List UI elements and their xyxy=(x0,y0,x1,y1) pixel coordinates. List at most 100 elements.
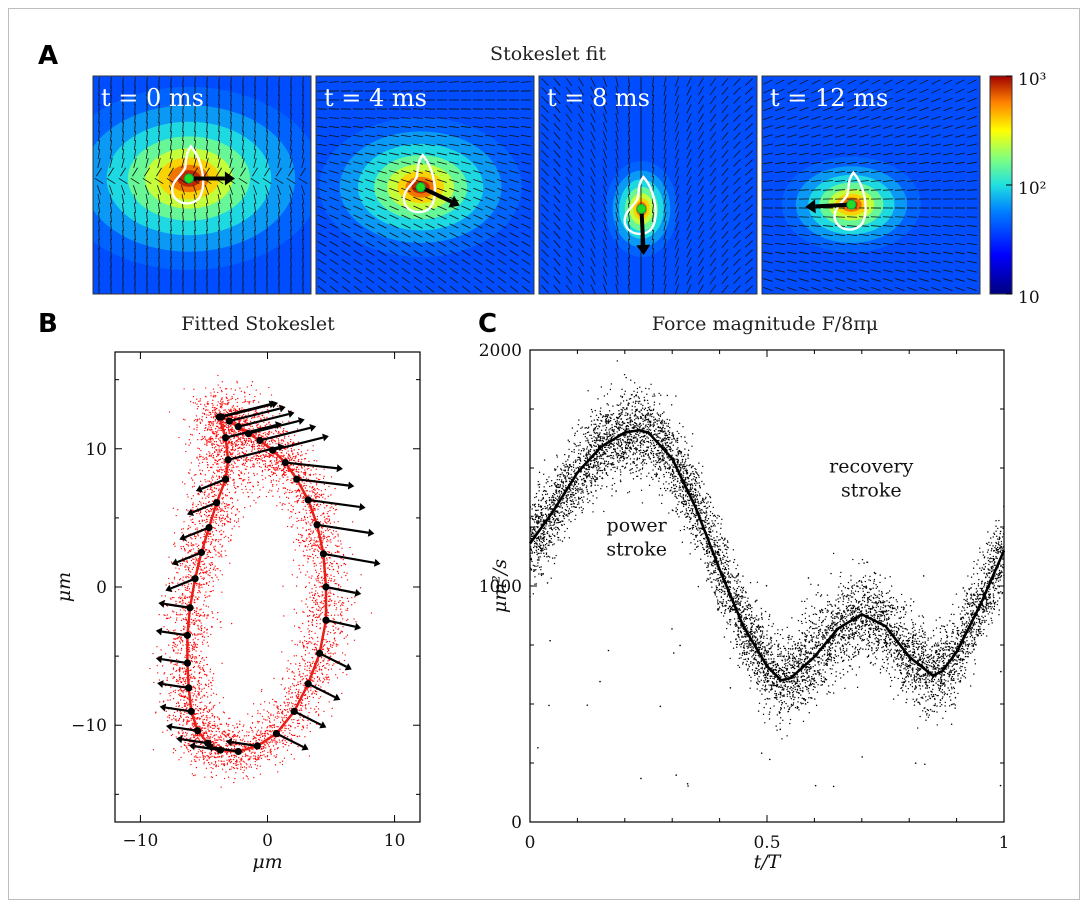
scatter-point xyxy=(210,508,213,511)
scatter-point xyxy=(209,486,212,488)
scatter-point xyxy=(239,414,241,417)
scatter-point xyxy=(240,766,242,768)
scatter-point xyxy=(325,626,328,628)
scatter-point xyxy=(306,606,309,608)
scatter-point xyxy=(263,456,266,458)
scatter-point xyxy=(208,480,211,482)
scatter-point xyxy=(198,544,200,546)
scatter-point xyxy=(257,710,259,712)
scatter-point xyxy=(191,653,193,656)
scatter-point xyxy=(208,757,210,760)
scatter-point xyxy=(238,459,240,462)
scatter-point xyxy=(214,409,217,411)
scatter-point xyxy=(327,648,329,650)
scatter-point xyxy=(186,603,188,605)
scatter-point xyxy=(297,474,300,476)
scatter-point xyxy=(291,705,294,707)
scatter-point xyxy=(184,548,186,551)
scatter-point xyxy=(225,393,228,395)
scatter-point xyxy=(219,402,221,405)
scatter-point xyxy=(199,454,201,456)
scatter-point xyxy=(237,466,239,468)
scatter-point xyxy=(251,715,253,718)
scatter-point xyxy=(198,465,200,467)
scatter-point xyxy=(260,703,262,705)
scatter-point xyxy=(210,556,212,559)
scatter-point xyxy=(257,423,259,425)
scatter-point xyxy=(212,727,214,730)
scatter-point xyxy=(283,615,285,617)
scatter-point xyxy=(273,724,275,726)
scatter-point xyxy=(203,571,205,574)
scatter-point xyxy=(279,761,281,764)
scatter-point xyxy=(235,756,237,758)
scatter-point xyxy=(345,636,347,638)
scatter-point xyxy=(213,443,215,446)
scatter-point xyxy=(206,495,208,497)
scatter-point xyxy=(243,426,245,428)
scatter-point xyxy=(304,675,306,677)
scatter-point xyxy=(296,644,299,646)
scatter-point xyxy=(206,553,208,556)
heatmap-border xyxy=(761,75,981,295)
scatter-point xyxy=(340,630,342,632)
scatter-point xyxy=(343,659,346,662)
scatter-point xyxy=(266,455,268,457)
scatter-point xyxy=(206,759,209,761)
scatter-point xyxy=(175,736,177,738)
scatter-point xyxy=(342,618,344,620)
scatter-point xyxy=(205,515,207,517)
scatter-point xyxy=(227,399,229,402)
scatter-point xyxy=(261,746,263,748)
scatter-point xyxy=(322,502,325,505)
scatter-point xyxy=(285,725,287,727)
scatter-point xyxy=(317,714,320,717)
scatter-point xyxy=(189,630,191,633)
scatter-point xyxy=(313,542,315,544)
scatter-point xyxy=(177,614,179,616)
scatter-point xyxy=(223,469,225,471)
scatter-point xyxy=(179,715,182,717)
scatter-point xyxy=(187,545,190,547)
scatter-point xyxy=(302,611,304,613)
scatter-point xyxy=(240,760,242,762)
scatter-point xyxy=(216,469,218,471)
scatter-point xyxy=(187,751,190,753)
scatter-point xyxy=(301,679,303,681)
scatter-point xyxy=(201,729,203,732)
scatter-point xyxy=(323,605,325,607)
force-arrowhead xyxy=(805,199,816,214)
scatter-point xyxy=(326,522,328,524)
scatter-point xyxy=(193,623,196,626)
scatter-point xyxy=(318,677,321,679)
scatter-point xyxy=(221,574,223,576)
scatter-point xyxy=(250,766,252,768)
scatter-point xyxy=(198,585,200,587)
scatter-point xyxy=(225,503,228,505)
scatter-point xyxy=(243,735,246,737)
scatter-point xyxy=(196,429,198,431)
scatter-point xyxy=(260,730,262,732)
scatter-point xyxy=(259,773,262,775)
scatter-point xyxy=(228,442,231,444)
scatter-point xyxy=(341,603,343,605)
scatter-point xyxy=(246,417,248,420)
scatter-point xyxy=(173,663,175,666)
scatter-point xyxy=(272,456,274,458)
scatter-point xyxy=(185,543,188,546)
scatter-point xyxy=(213,487,216,489)
scatter-point xyxy=(225,388,228,390)
scatter-point xyxy=(327,520,329,523)
scatter-point xyxy=(307,661,309,663)
scatter-point xyxy=(334,640,336,642)
scatter-point xyxy=(203,718,206,721)
scatter-point xyxy=(183,702,186,705)
scatter-point xyxy=(284,457,286,459)
scatter-point xyxy=(329,562,332,564)
scatter-point xyxy=(210,542,212,545)
scatter-point xyxy=(229,464,231,467)
scatter-point xyxy=(301,497,303,499)
scatter-point xyxy=(237,732,239,734)
scatter-point xyxy=(330,580,332,582)
scatter-point xyxy=(332,641,334,644)
